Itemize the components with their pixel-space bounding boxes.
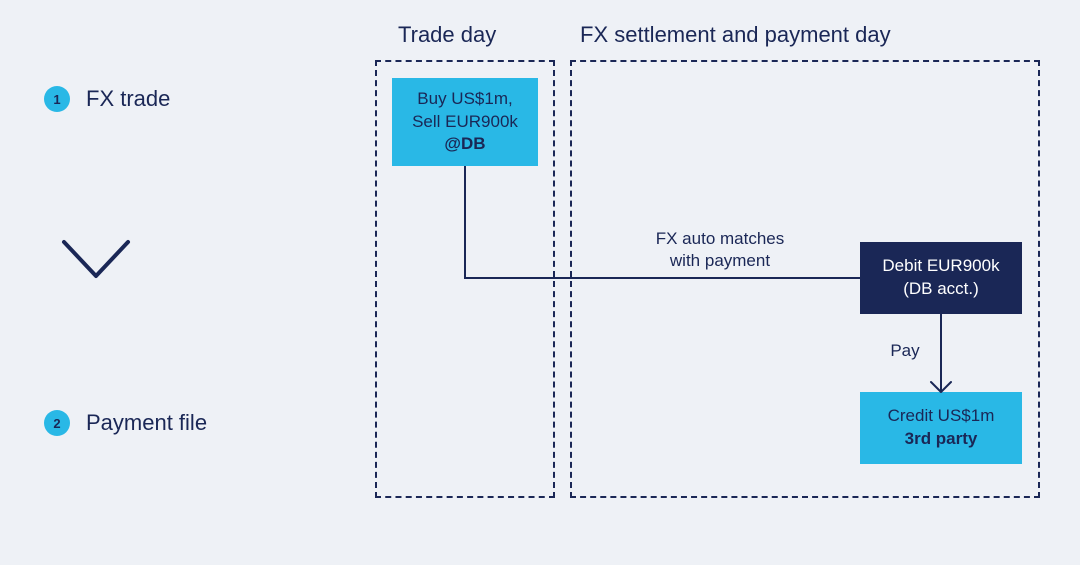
edge-label-text: Pay (890, 341, 919, 360)
legend-badge-1: 1 (44, 86, 70, 112)
node-text: Debit EUR900k (882, 255, 999, 278)
column-title-trade-day: Trade day (398, 22, 496, 48)
node-text-bold: 3rd party (905, 428, 978, 451)
edge-label-text: FX auto matches (656, 229, 785, 248)
node-text: (DB acct.) (903, 278, 979, 301)
legend-item-2: 2 Payment file (44, 410, 207, 436)
credit-node: Credit US$1m 3rd party (860, 392, 1022, 464)
node-text: Sell EUR900k (412, 111, 518, 134)
legend-badge-2: 2 (44, 410, 70, 436)
debit-node: Debit EUR900k (DB acct.) (860, 242, 1022, 314)
column-title-settlement-day: FX settlement and payment day (580, 22, 891, 48)
fx-trade-node: Buy US$1m, Sell EUR900k @DB (392, 78, 538, 166)
edge-label-fx-match: FX auto matches with payment (620, 228, 820, 272)
legend-label-1: FX trade (86, 86, 170, 112)
node-text-bold: @DB (444, 133, 485, 156)
chevron-down-icon (60, 238, 132, 280)
edge-label-text: with payment (670, 251, 770, 270)
node-text: Credit US$1m (888, 405, 995, 428)
node-text: Buy US$1m, (417, 88, 512, 111)
edge-label-pay: Pay (880, 340, 930, 362)
legend-item-1: 1 FX trade (44, 86, 170, 112)
legend-label-2: Payment file (86, 410, 207, 436)
